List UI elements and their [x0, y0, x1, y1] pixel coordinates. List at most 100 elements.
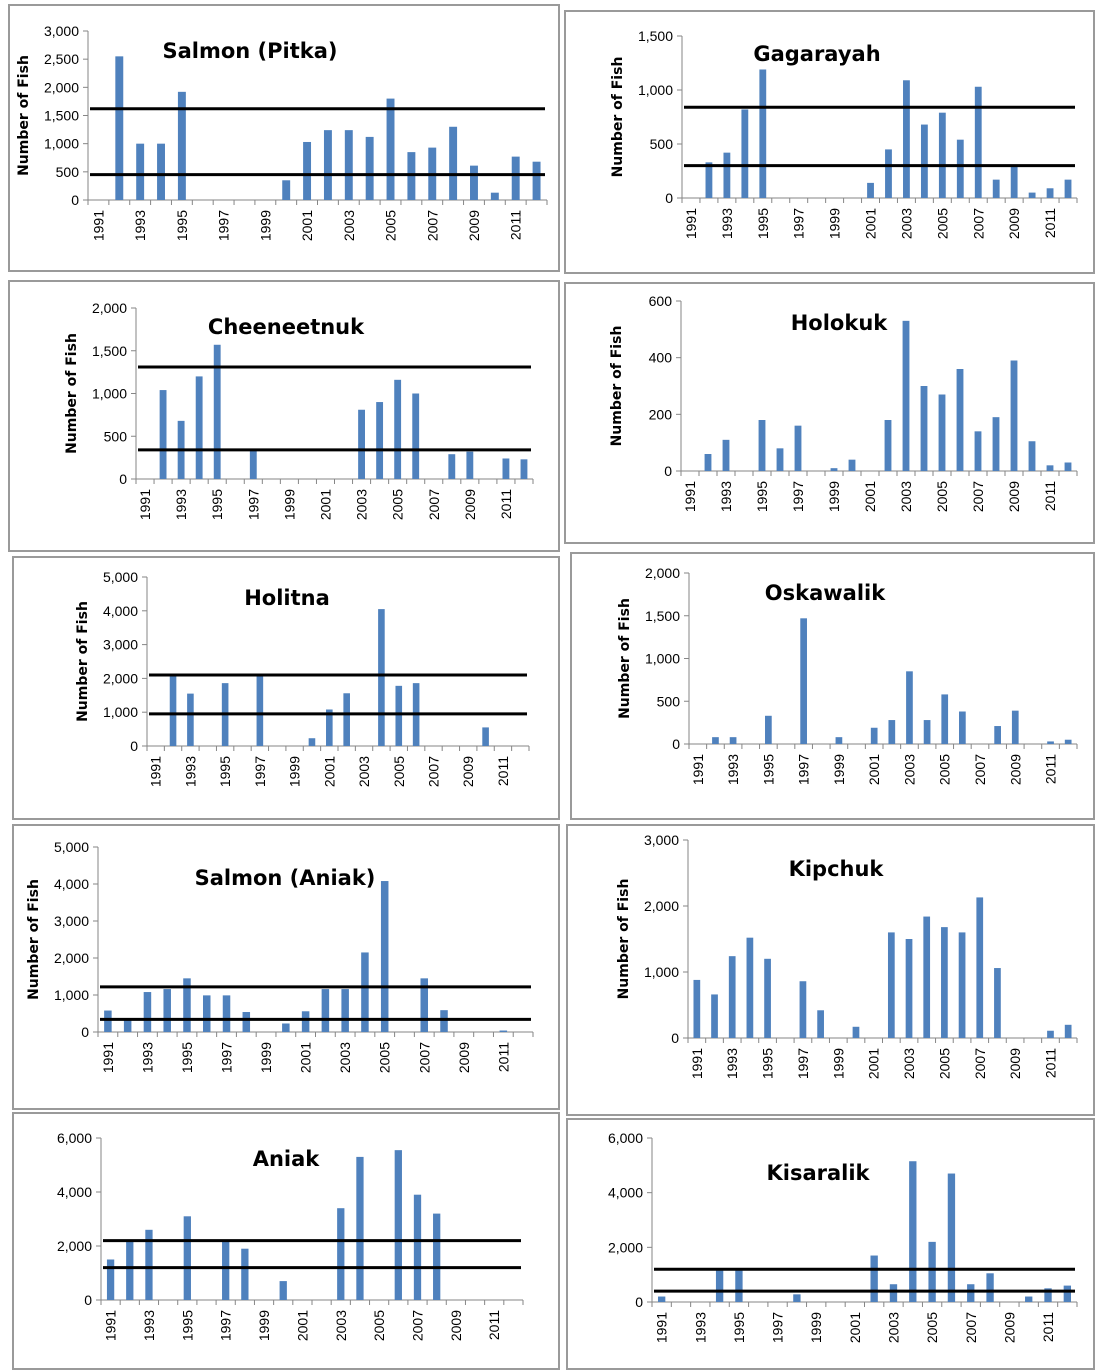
x-tick-label: 2009 — [460, 756, 476, 787]
y-tick-label: 0 — [84, 1292, 92, 1308]
x-tick-label: 1999 — [258, 1042, 274, 1073]
y-tick-label: 4,000 — [103, 603, 138, 619]
bar — [145, 1229, 153, 1300]
bar — [870, 1255, 878, 1302]
x-tick-label: 2001 — [321, 756, 337, 787]
x-tick-label: 1999 — [281, 489, 297, 520]
bar — [321, 989, 330, 1032]
y-tick-label: 2,000 — [644, 898, 679, 914]
chart-panel-kisaralik: 0 2,000 4,000 6,000 1991 1993 1995 1997 1999 2001… — [566, 1118, 1095, 1370]
x-tick-label: 2011 — [1042, 1048, 1058, 1078]
chart-panel-aniak: 0 2,000 4,000 6,000 1991 1993 1995 1997 1999 2001… — [12, 1112, 560, 1370]
x-tick-label: 2007 — [972, 1048, 988, 1079]
bar — [1047, 741, 1054, 744]
bar — [449, 126, 458, 200]
bar — [123, 1019, 132, 1032]
bar — [394, 1150, 402, 1300]
bar — [104, 1010, 112, 1032]
bar — [799, 981, 807, 1038]
chart-panel-salmon-aniak: 0 1,000 2,000 3,000 4,000 5,000 1991 1993 1995 19… — [12, 824, 560, 1110]
x-tick-label: 1993 — [139, 1042, 155, 1073]
x-tick-label: 1999 — [808, 1312, 824, 1343]
bar — [157, 143, 165, 200]
bar — [448, 454, 456, 479]
x-tick-label: 2007 — [970, 481, 986, 512]
bar — [282, 1023, 290, 1032]
x-tick-label: 1993 — [132, 210, 148, 241]
bar — [992, 417, 1000, 471]
bar — [974, 86, 982, 198]
bar — [938, 112, 946, 198]
x-tick-label: 2011 — [1040, 1312, 1056, 1342]
x-tick-label: 2007 — [426, 756, 442, 787]
bar — [693, 979, 701, 1038]
x-tick-label: 1995 — [760, 1048, 776, 1079]
x-tick-label: 1997 — [796, 754, 812, 785]
bar — [466, 451, 474, 479]
bar — [746, 937, 754, 1038]
bar — [308, 738, 316, 746]
y-tick-label: 3,000 — [54, 913, 89, 929]
bar — [361, 952, 369, 1032]
bar — [889, 1284, 898, 1302]
bar — [256, 675, 264, 746]
x-tick-label: 2009 — [1006, 481, 1022, 512]
bar — [800, 618, 807, 744]
x-tick-label: 2009 — [1006, 208, 1022, 239]
bar — [976, 897, 984, 1038]
x-tick-label: 2001 — [863, 208, 879, 239]
x-tick-label: 1999 — [827, 208, 843, 239]
bar — [909, 1161, 917, 1302]
bar — [169, 675, 177, 746]
bar — [395, 685, 403, 746]
x-tick-label: 1999 — [257, 210, 273, 241]
bar — [242, 1012, 251, 1032]
y-tick-label: 4,000 — [608, 1185, 643, 1201]
bar — [715, 1270, 724, 1302]
x-tick-label: 2003 — [898, 208, 914, 239]
bar — [482, 727, 489, 746]
y-tick-label: 2,000 — [103, 670, 138, 686]
chart-panel-kipchuk: 0 1,000 2,000 3,000 1991 1993 1995 1997 1999 2001… — [566, 824, 1095, 1116]
x-tick-label: 1997 — [219, 1042, 235, 1073]
x-tick-label: 1997 — [218, 1310, 234, 1341]
y-tick-label: 400 — [649, 350, 673, 366]
y-tick-label: 0 — [664, 463, 672, 479]
bar — [923, 916, 931, 1038]
y-tick-label: 1,000 — [638, 82, 673, 98]
y-axis-label: Number of Fish — [75, 601, 91, 722]
x-tick-label: 1999 — [826, 481, 842, 512]
x-tick-label: 2007 — [972, 754, 988, 785]
x-tick-label: 2005 — [390, 489, 406, 520]
chart-title: Aniak — [253, 1147, 321, 1171]
y-tick-label: 2,000 — [57, 1238, 92, 1254]
x-tick-label: 1991 — [137, 489, 153, 520]
bar — [776, 448, 784, 471]
x-tick-label: 2005 — [371, 1310, 387, 1341]
y-tick-label: 0 — [672, 736, 680, 752]
x-tick-label: 2003 — [885, 1312, 901, 1343]
x-tick-label: 1997 — [216, 210, 232, 241]
y-tick-label: 3,000 — [103, 637, 138, 653]
x-tick-label: 1991 — [90, 210, 106, 241]
bar — [947, 1173, 956, 1302]
y-tick-label: 5,000 — [54, 839, 89, 855]
x-tick-label: 2009 — [456, 1042, 472, 1073]
y-tick-label: 0 — [71, 192, 79, 208]
x-tick-label: 2005 — [936, 1048, 952, 1079]
bar — [183, 1216, 191, 1300]
bar — [920, 386, 928, 471]
x-tick-label: 1991 — [682, 481, 698, 512]
y-tick-label: 1,500 — [638, 28, 673, 44]
bar — [202, 995, 211, 1032]
bar — [830, 468, 838, 471]
x-tick-label: 1991 — [689, 1048, 705, 1079]
y-tick-label: 2,000 — [92, 300, 127, 316]
bar — [195, 376, 203, 479]
bar — [115, 56, 124, 200]
bar — [867, 182, 874, 198]
bar — [941, 927, 948, 1038]
chart-svg: 0 2,000 4,000 6,000 1991 1993 1995 1997 1999 2001… — [57, 1130, 524, 1341]
x-tick-label: 1993 — [719, 208, 735, 239]
bar — [337, 1208, 345, 1300]
